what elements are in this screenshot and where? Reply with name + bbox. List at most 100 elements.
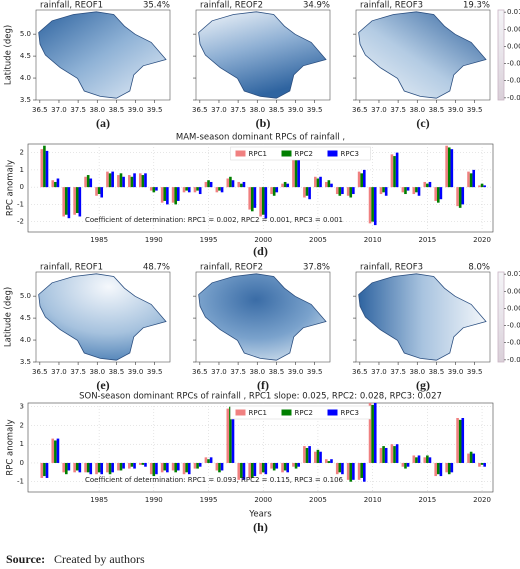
- legend-label: RPC3: [341, 150, 359, 158]
- bar: [215, 462, 219, 471]
- y-tick-label: -1: [17, 478, 24, 486]
- bar: [229, 406, 232, 463]
- bar: [478, 185, 481, 188]
- bar: [319, 176, 322, 188]
- bar: [286, 462, 290, 473]
- legend-swatch: [327, 150, 338, 157]
- bar: [316, 449, 320, 463]
- bar: [314, 451, 317, 463]
- lon-tick-label: 36.5: [352, 368, 368, 376]
- lon-tick-label: 37.0: [371, 368, 387, 376]
- x-tick-label: 1995: [200, 496, 218, 504]
- x-tick-label: 2005: [309, 496, 327, 504]
- bar: [436, 187, 440, 203]
- bar: [415, 187, 418, 193]
- annotation: Coefficient of determination: RPC1 = 0.0…: [85, 216, 343, 224]
- bar: [45, 150, 49, 188]
- bar: [379, 187, 383, 195]
- bar: [54, 181, 57, 188]
- map-title: rainfall, REOF1: [40, 263, 103, 273]
- bar: [281, 462, 284, 473]
- bar: [305, 187, 309, 196]
- lon-tick-label: 38.5: [269, 106, 285, 114]
- map-variance: 19.3%: [463, 1, 490, 11]
- y-tick-label: 0: [20, 183, 24, 191]
- panel-label: (g): [416, 378, 430, 392]
- bar: [95, 462, 98, 475]
- bar: [155, 462, 158, 475]
- lon-tick-label: 38.5: [109, 368, 125, 376]
- bar: [106, 171, 109, 188]
- bar: [349, 187, 353, 198]
- bar: [305, 447, 309, 463]
- bar: [95, 187, 98, 196]
- bar: [406, 462, 410, 467]
- bar: [327, 180, 331, 188]
- bar: [384, 187, 388, 196]
- bar: [439, 187, 443, 200]
- lon-tick-label: 38.5: [429, 368, 445, 376]
- bar: [106, 462, 109, 473]
- bar: [226, 178, 230, 188]
- x-tick-label: 1985: [90, 236, 108, 244]
- bar: [45, 462, 49, 478]
- lon-tick-label: 37.5: [230, 106, 246, 114]
- colorbar-tick-label: -0.006: [507, 77, 520, 85]
- bar: [346, 187, 350, 196]
- source-label: Source:: [6, 552, 45, 566]
- map-field: [198, 11, 327, 99]
- lon-tick-label: 38.5: [109, 106, 125, 114]
- bar: [371, 187, 374, 222]
- bar: [78, 187, 82, 217]
- bar: [259, 187, 262, 217]
- bar: [182, 462, 186, 475]
- y-tick-label: 1: [20, 166, 24, 174]
- bar: [335, 187, 339, 195]
- bar: [84, 462, 87, 473]
- bar: [445, 145, 448, 188]
- bar: [231, 180, 235, 188]
- bar: [360, 173, 364, 188]
- bar: [338, 187, 342, 196]
- map-title: rainfall, REOF3: [360, 263, 423, 273]
- lon-tick-label: 36.5: [32, 368, 48, 376]
- bar: [390, 444, 394, 463]
- bar: [122, 462, 125, 469]
- bar: [174, 462, 178, 473]
- bar: [478, 462, 481, 467]
- bar: [458, 419, 462, 463]
- bar: [166, 187, 169, 205]
- bar: [456, 187, 459, 207]
- y-tick-label: 2: [20, 149, 24, 157]
- lat-tick-label: 4.5: [20, 314, 31, 322]
- bar: [64, 462, 68, 475]
- lon-tick-label: 37.0: [371, 106, 387, 114]
- legend-box: [230, 146, 371, 161]
- colorbar-tick-label: -0.010: [507, 94, 520, 102]
- bar: [483, 462, 486, 467]
- bar: [62, 187, 65, 217]
- bar: [128, 462, 131, 469]
- panel-label: (a): [96, 116, 110, 130]
- colorbar: [497, 9, 505, 101]
- bar: [292, 152, 295, 188]
- bar: [445, 462, 448, 473]
- x-tick-label: 2000: [254, 236, 272, 244]
- bar: [89, 178, 93, 188]
- bar: [89, 462, 93, 475]
- bar: [286, 183, 290, 188]
- bar: [292, 462, 295, 467]
- bar: [373, 187, 377, 226]
- bar: [108, 462, 112, 475]
- map-variance: 34.9%: [303, 1, 330, 11]
- x-tick-label: 2015: [418, 496, 436, 504]
- bar: [40, 462, 44, 478]
- bar: [242, 181, 246, 188]
- lon-tick-label: 39.0: [288, 368, 304, 376]
- bar: [51, 180, 55, 188]
- bar: [171, 462, 175, 471]
- x-tick-label: 2000: [254, 496, 272, 504]
- map-field: [198, 273, 327, 361]
- legend-label: RPC3: [341, 409, 359, 417]
